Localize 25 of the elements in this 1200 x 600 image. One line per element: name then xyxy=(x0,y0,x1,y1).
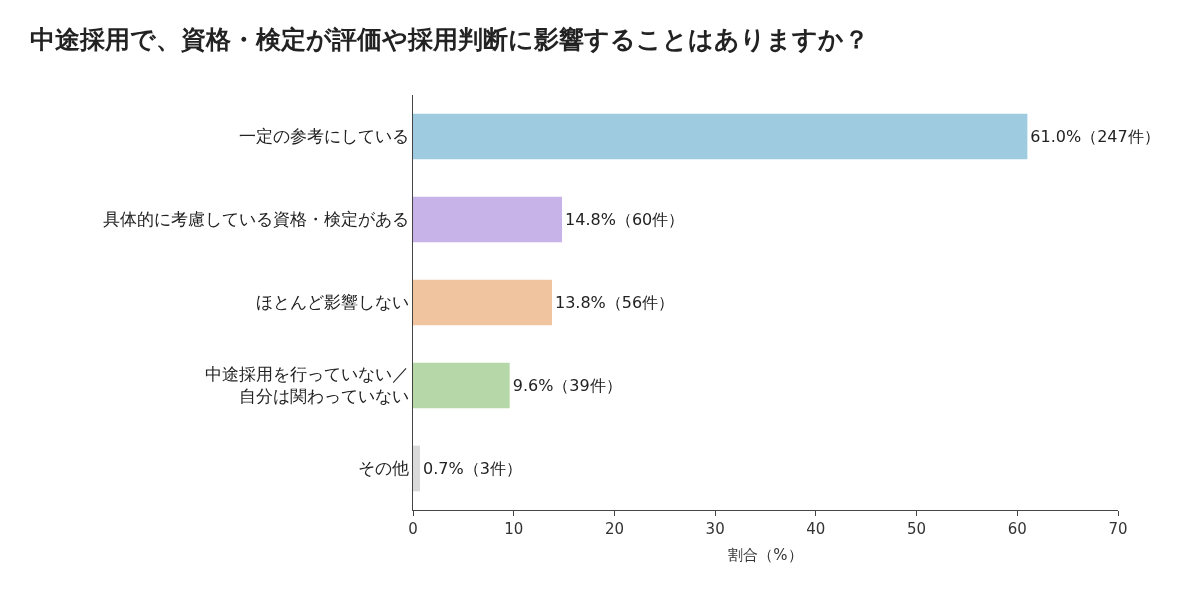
data-label: 61.0%（247件） xyxy=(1030,127,1160,146)
y-tick-label: 一定の参考にしている xyxy=(238,126,409,147)
x-tick-label: 60 xyxy=(1007,520,1027,538)
x-tick-label: 50 xyxy=(907,520,927,538)
x-tick-label: 20 xyxy=(604,520,624,538)
data-label: 9.6%（39件） xyxy=(512,376,622,396)
x-tick-label: 40 xyxy=(806,520,826,538)
x-tick-label: 70 xyxy=(1108,520,1128,538)
x-tick-label: 10 xyxy=(504,520,524,538)
y-tick-label: ほとんど影響しない xyxy=(255,292,409,313)
y-tick-label: 具体的に考慮している資格・検定がある xyxy=(102,209,409,230)
bar xyxy=(413,362,510,409)
y-tick-label: 中途採用を行っていない／自分は関わっていない xyxy=(204,364,409,407)
bar xyxy=(413,113,1028,160)
bar xyxy=(413,196,563,243)
chart-title: 中途採用で、資格・検定が評価や採用判断に影響することはありますか？ xyxy=(30,24,869,54)
x-tick-label: 0 xyxy=(408,520,418,538)
bar xyxy=(413,279,552,326)
bar xyxy=(413,445,421,492)
data-label: 0.7%（3件） xyxy=(423,459,522,479)
data-label: 13.8%（56件） xyxy=(554,293,675,313)
x-axis-title: 割合（%） xyxy=(728,546,803,564)
data-label: 14.8%（60件） xyxy=(565,210,685,229)
x-tick-label: 30 xyxy=(705,520,725,538)
y-tick-label: その他 xyxy=(357,458,409,479)
